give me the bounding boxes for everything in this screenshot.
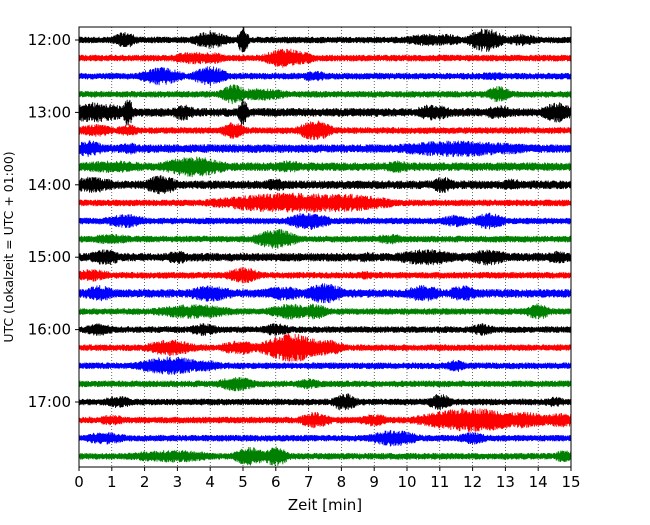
grid-layer	[111, 27, 539, 467]
x-axis-ticks: 0 1 2 3 4 5 6 7 8 9 10 11 12 13 14 15	[74, 467, 581, 491]
y-axis-label: UTC (Lokalzeit = UTC + 01:00)	[1, 151, 16, 342]
plot-frame	[78, 26, 572, 468]
trace-1445	[78, 229, 572, 249]
trace-1430	[78, 212, 572, 231]
x-tick-label: 1	[107, 473, 117, 491]
y-axis-ticks: 12:00 13:00 14:00 15:00 16:00 17:00	[28, 31, 79, 411]
x-tick-label: 10	[397, 473, 416, 491]
x-tick-label: 7	[304, 473, 314, 491]
x-tick-label: 13	[496, 473, 515, 491]
trace-1600	[78, 323, 572, 336]
trace-1330	[78, 140, 572, 157]
trace-1400	[78, 175, 572, 195]
trace-1615	[78, 333, 572, 362]
x-tick-label: 11	[430, 473, 449, 491]
trace-1215	[78, 48, 572, 68]
x-tick-label: 0	[74, 473, 84, 491]
trace-1515	[78, 267, 572, 284]
trace-1745	[78, 446, 572, 466]
trace-1530	[78, 283, 572, 304]
x-tick-label: 6	[271, 473, 281, 491]
x-tick-label: 2	[140, 473, 150, 491]
x-tick-label: 15	[561, 473, 580, 491]
trace-layer	[78, 26, 572, 466]
x-tick-label: 3	[173, 473, 183, 491]
trace-1645	[78, 377, 572, 392]
trace-1345	[78, 156, 572, 178]
trace-1300	[78, 99, 572, 126]
x-tick-label: 8	[337, 473, 347, 491]
trace-1715	[78, 408, 572, 433]
x-tick-label: 14	[529, 473, 548, 491]
y-tick-label: 14:00	[28, 176, 71, 194]
trace-1545	[78, 303, 572, 320]
x-tick-label: 5	[238, 473, 248, 491]
y-tick-label: 13:00	[28, 103, 71, 121]
trace-1415	[78, 192, 572, 213]
x-tick-label: 9	[369, 473, 379, 491]
x-tick-label: 4	[205, 473, 215, 491]
trace-1700	[78, 393, 572, 411]
x-axis-label: Zeit [min]	[288, 496, 362, 514]
trace-1245	[78, 84, 572, 105]
y-tick-label: 16:00	[28, 321, 71, 339]
trace-1315	[78, 120, 572, 141]
trace-1200	[78, 26, 572, 53]
y-tick-label: 12:00	[28, 31, 71, 49]
trace-1230	[78, 66, 572, 87]
y-tick-label: 17:00	[28, 393, 71, 411]
x-tick-label: 12	[463, 473, 482, 491]
trace-1730	[78, 429, 572, 447]
trace-1500	[78, 249, 572, 266]
y-tick-label: 15:00	[28, 248, 71, 266]
trace-1630	[78, 356, 572, 375]
